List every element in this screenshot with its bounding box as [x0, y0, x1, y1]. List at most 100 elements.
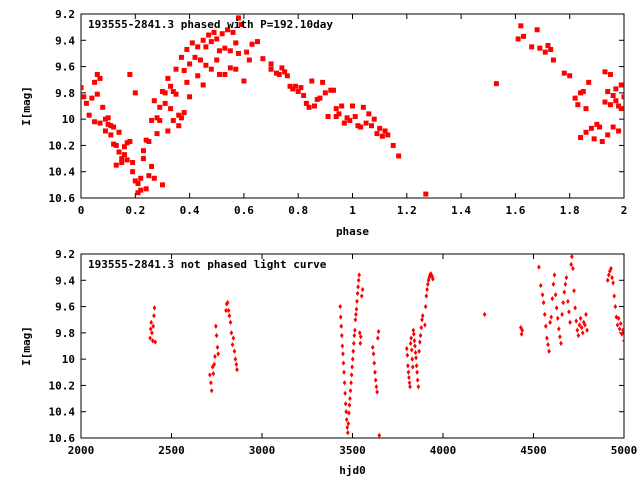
data-point [225, 300, 230, 306]
data-point [227, 48, 233, 54]
data-point [584, 311, 588, 318]
data-point [617, 326, 622, 332]
data-point [537, 264, 541, 270]
data-point [314, 96, 320, 102]
x-tick-label: 2000 [68, 444, 95, 457]
data-point [143, 137, 149, 143]
data-point [83, 100, 89, 106]
data-point [86, 112, 92, 118]
data-point [366, 111, 372, 117]
x-tick-label: 0.6 [234, 204, 254, 217]
data-point [382, 128, 388, 134]
data-point [342, 380, 347, 386]
data-point [534, 27, 540, 33]
data-point [373, 369, 377, 375]
data-point [162, 90, 168, 96]
data-point [121, 152, 127, 158]
data-point [545, 335, 549, 341]
data-point [616, 103, 622, 109]
data-point [548, 46, 554, 52]
data-point [306, 104, 312, 110]
data-point [349, 372, 354, 378]
data-point [189, 40, 195, 46]
data-point [94, 91, 100, 97]
data-point [208, 372, 212, 378]
data-point [140, 156, 146, 162]
data-point [203, 44, 209, 50]
data-point [168, 106, 174, 112]
data-point [611, 280, 615, 286]
x-tick-label: 0.2 [125, 204, 145, 217]
data-point [225, 27, 231, 33]
data-point [405, 352, 410, 358]
data-point [549, 314, 554, 320]
data-point [555, 315, 560, 321]
data-point [423, 303, 428, 310]
data-point [409, 347, 414, 353]
data-point [295, 89, 301, 95]
y-axis-ticks: 9.2 9.4 9.6 9.8 10 10.2 10.4 10.6 [49, 8, 624, 205]
data-point [385, 132, 391, 138]
data-point [228, 319, 233, 325]
x-tick-label: 5000 [611, 444, 638, 457]
data-point [612, 293, 617, 299]
data-point [170, 89, 176, 95]
data-point [579, 325, 584, 331]
data-point [413, 349, 418, 356]
data-point [208, 39, 214, 45]
data-point [377, 125, 383, 131]
x-tick-label: 4500 [520, 444, 547, 457]
data-point [165, 128, 171, 134]
data-point [102, 128, 108, 134]
data-point [222, 45, 228, 51]
data-point [105, 115, 111, 121]
data-point [578, 90, 584, 96]
data-point [234, 361, 239, 367]
data-point [214, 36, 220, 42]
data-point [620, 331, 624, 337]
data-point [138, 187, 144, 193]
y-tick-label: 9.8 [55, 327, 75, 340]
data-point [212, 361, 217, 367]
data-point [350, 356, 355, 362]
data-point [214, 57, 220, 63]
data-point [412, 331, 416, 337]
data-point [610, 92, 616, 98]
data-point [353, 317, 358, 323]
y-tick-label: 9.4 [55, 34, 75, 47]
y-axis-label: I[mag] [20, 326, 33, 366]
data-point [602, 99, 608, 105]
y-tick-label: 9.6 [55, 301, 75, 314]
data-point [423, 322, 427, 328]
data-point [576, 332, 581, 339]
data-point [343, 401, 348, 407]
y-tick-label: 10.2 [49, 379, 76, 392]
chart-panel-1: 0 0.2 0.4 0.6 0.8 1 1.2 1.4 1.6 1.8 2 9.2 9.4 9.6 9.8 1… [20, 8, 627, 238]
x-tick-label: 0.8 [288, 204, 308, 217]
data-point [347, 117, 353, 123]
data-point [268, 66, 274, 72]
data-point [613, 86, 619, 92]
data-point [287, 83, 293, 89]
data-point [187, 61, 193, 67]
data-point [609, 265, 613, 272]
data-point [521, 33, 527, 39]
data-point [222, 71, 228, 77]
data-point [282, 69, 288, 75]
data-point [571, 265, 575, 272]
data-point [363, 120, 369, 126]
data-point [355, 290, 360, 297]
data-point [374, 384, 379, 390]
data-point [594, 121, 600, 127]
data-point [192, 54, 198, 60]
data-point [616, 128, 622, 134]
data-point [292, 83, 298, 89]
data-point [336, 111, 342, 117]
data-point [81, 85, 84, 91]
data-point [165, 75, 171, 81]
data-point [615, 322, 620, 328]
y-tick-label: 10 [62, 113, 75, 126]
data-point [622, 338, 624, 344]
data-point [602, 69, 608, 75]
data-point [127, 71, 133, 77]
